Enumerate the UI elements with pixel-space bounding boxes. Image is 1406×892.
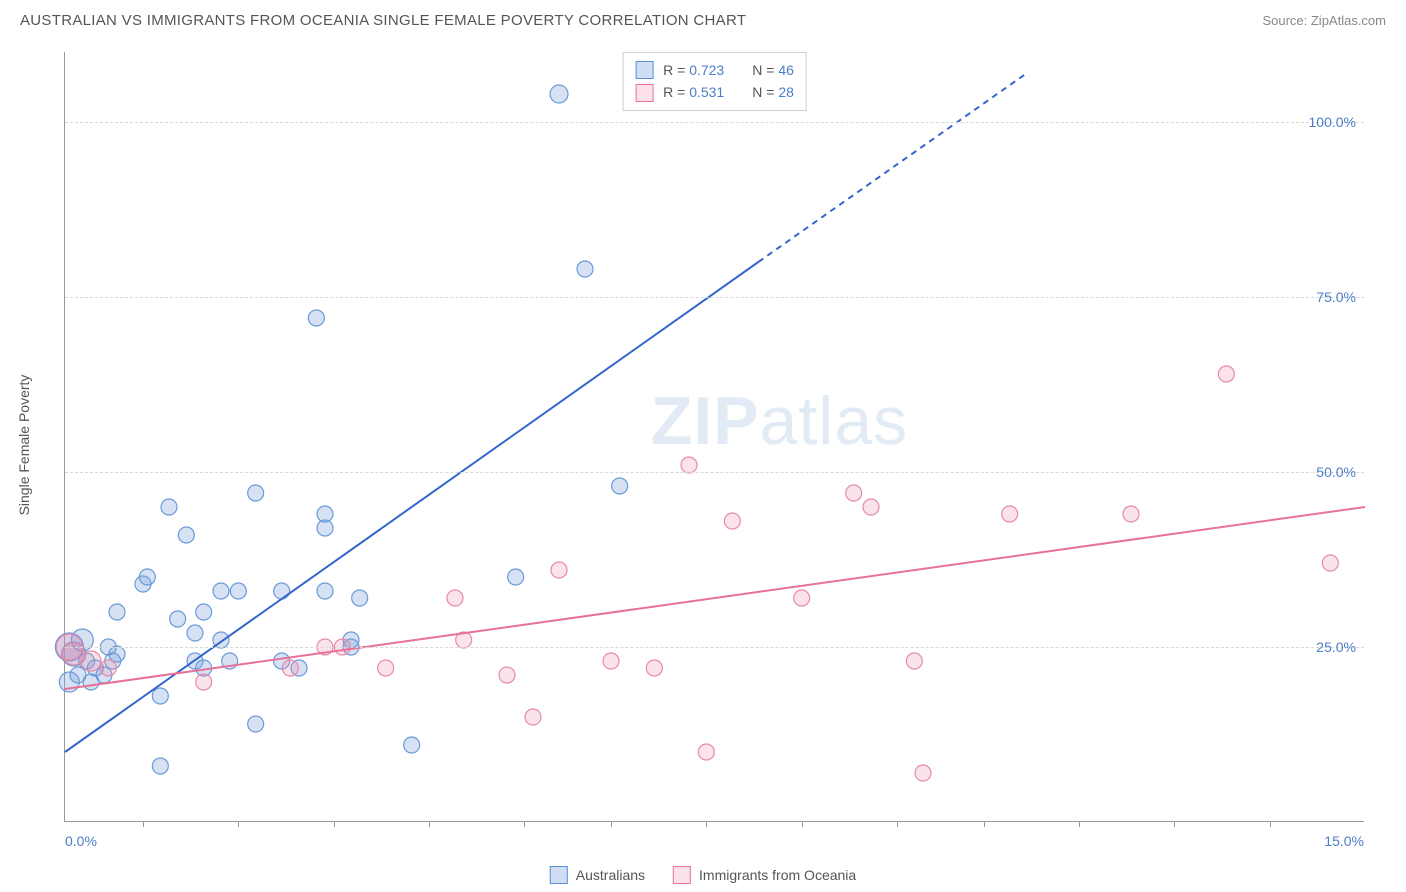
data-point-oceania xyxy=(1218,366,1234,382)
data-point-australians xyxy=(213,583,229,599)
data-point-oceania xyxy=(196,674,212,690)
gridline xyxy=(65,647,1364,648)
data-point-oceania xyxy=(1123,506,1139,522)
legend-item-oceania: Immigrants from Oceania xyxy=(673,866,856,884)
plot-svg xyxy=(65,52,1364,821)
x-tick xyxy=(429,821,430,827)
plot-area: ZIPatlas R = 0.723 N = 46 R = 0.531 N = … xyxy=(64,52,1364,822)
data-point-australians xyxy=(577,261,593,277)
data-point-oceania xyxy=(603,653,619,669)
data-point-australians xyxy=(308,310,324,326)
x-tick xyxy=(524,821,525,827)
swatch-australians-icon xyxy=(635,61,653,79)
data-point-australians xyxy=(161,499,177,515)
data-point-australians xyxy=(612,478,628,494)
legend-swatch-australians-icon xyxy=(550,866,568,884)
data-point-oceania xyxy=(794,590,810,606)
x-tick xyxy=(1079,821,1080,827)
n-label: N = xyxy=(752,62,778,78)
data-point-oceania xyxy=(915,765,931,781)
legend-swatch-oceania-icon xyxy=(673,866,691,884)
data-point-oceania xyxy=(499,667,515,683)
data-point-oceania xyxy=(100,660,116,676)
legend-item-australians: Australians xyxy=(550,866,645,884)
x-tick xyxy=(238,821,239,827)
data-point-australians xyxy=(550,85,568,103)
series-legend: Australians Immigrants from Oceania xyxy=(550,866,856,884)
data-point-oceania xyxy=(646,660,662,676)
data-point-australians xyxy=(248,485,264,501)
chart-container: Single Female Poverty ZIPatlas R = 0.723… xyxy=(20,42,1386,832)
swatch-oceania-icon xyxy=(635,84,653,102)
data-point-australians xyxy=(248,716,264,732)
data-point-oceania xyxy=(378,660,394,676)
r-value-oceania: 0.531 xyxy=(689,84,724,100)
data-point-oceania xyxy=(698,744,714,760)
x-tick xyxy=(897,821,898,827)
y-axis-label: Single Female Poverty xyxy=(16,375,32,516)
data-point-australians xyxy=(508,569,524,585)
x-axis-max-label: 15.0% xyxy=(1324,833,1364,849)
x-tick xyxy=(143,821,144,827)
data-point-oceania xyxy=(1322,555,1338,571)
stats-legend-box: R = 0.723 N = 46 R = 0.531 N = 28 xyxy=(622,52,807,111)
data-point-australians xyxy=(230,583,246,599)
x-tick xyxy=(802,821,803,827)
stats-row-oceania: R = 0.531 N = 28 xyxy=(635,81,794,103)
data-point-australians xyxy=(139,569,155,585)
data-point-oceania xyxy=(1002,506,1018,522)
n-value-australians: 46 xyxy=(778,62,794,78)
data-point-australians xyxy=(274,583,290,599)
data-point-australians xyxy=(404,737,420,753)
data-point-oceania xyxy=(681,457,697,473)
data-point-australians xyxy=(187,625,203,641)
y-tick-label: 50.0% xyxy=(1316,464,1356,480)
data-point-australians xyxy=(317,506,333,522)
data-point-oceania xyxy=(525,709,541,725)
source-attribution: Source: ZipAtlas.com xyxy=(1262,13,1386,28)
data-point-australians xyxy=(170,611,186,627)
data-point-oceania xyxy=(724,513,740,529)
source-prefix: Source: xyxy=(1262,13,1310,28)
data-point-oceania xyxy=(551,562,567,578)
data-point-oceania xyxy=(846,485,862,501)
gridline xyxy=(65,297,1364,298)
r-label: R = xyxy=(663,84,689,100)
data-point-australians xyxy=(178,527,194,543)
data-point-oceania xyxy=(81,651,101,671)
n-value-oceania: 28 xyxy=(778,84,794,100)
data-point-australians xyxy=(317,583,333,599)
x-tick xyxy=(1174,821,1175,827)
n-label: N = xyxy=(752,84,778,100)
data-point-oceania xyxy=(906,653,922,669)
stats-row-australians: R = 0.723 N = 46 xyxy=(635,59,794,81)
legend-label-oceania: Immigrants from Oceania xyxy=(699,867,856,883)
data-point-australians xyxy=(152,758,168,774)
trendline-oceania xyxy=(65,507,1365,689)
gridline xyxy=(65,472,1364,473)
data-point-australians xyxy=(109,604,125,620)
r-value-australians: 0.723 xyxy=(689,62,724,78)
chart-title: AUSTRALIAN VS IMMIGRANTS FROM OCEANIA SI… xyxy=(20,12,746,29)
x-tick xyxy=(1270,821,1271,827)
gridline xyxy=(65,122,1364,123)
data-point-australians xyxy=(352,590,368,606)
x-axis-min-label: 0.0% xyxy=(65,833,97,849)
legend-label-australians: Australians xyxy=(576,867,645,883)
x-tick xyxy=(611,821,612,827)
y-tick-label: 25.0% xyxy=(1316,639,1356,655)
source-link[interactable]: ZipAtlas.com xyxy=(1311,13,1386,28)
data-point-oceania xyxy=(282,660,298,676)
x-tick xyxy=(984,821,985,827)
data-point-australians xyxy=(196,604,212,620)
x-tick xyxy=(334,821,335,827)
data-point-oceania xyxy=(447,590,463,606)
y-tick-label: 100.0% xyxy=(1309,114,1356,130)
data-point-oceania xyxy=(863,499,879,515)
y-tick-label: 75.0% xyxy=(1316,289,1356,305)
r-label: R = xyxy=(663,62,689,78)
data-point-australians xyxy=(109,646,125,662)
x-tick xyxy=(706,821,707,827)
data-point-australians xyxy=(152,688,168,704)
